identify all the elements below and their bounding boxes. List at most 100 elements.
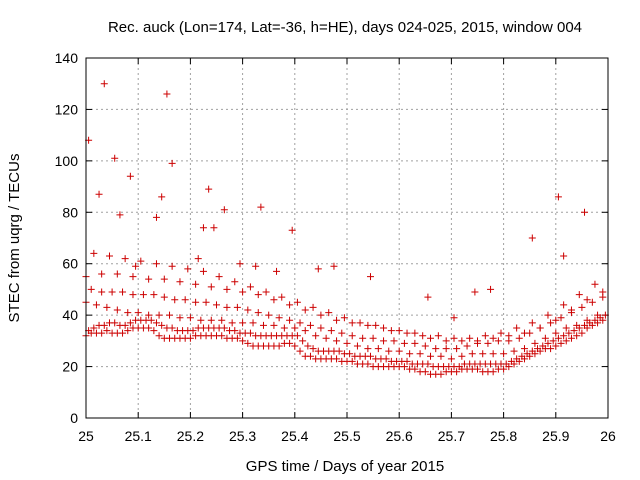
data-point xyxy=(103,327,111,335)
data-point xyxy=(343,339,351,347)
data-point xyxy=(507,357,515,365)
data-point xyxy=(500,350,508,358)
data-point xyxy=(273,267,281,275)
data-point xyxy=(259,321,267,329)
data-point xyxy=(220,324,228,332)
data-point xyxy=(293,332,301,340)
data-point xyxy=(145,311,153,319)
data-point xyxy=(163,90,171,98)
data-point xyxy=(471,288,479,296)
data-point xyxy=(306,321,314,329)
y-axis-ticks: 0 20 40 60 80 100 120 140 xyxy=(55,50,608,426)
data-point xyxy=(220,206,228,214)
data-point xyxy=(317,311,325,319)
data-point xyxy=(395,327,403,335)
data-point xyxy=(374,345,382,353)
data-point xyxy=(442,345,450,353)
data-point xyxy=(385,347,393,355)
data-point xyxy=(578,329,586,337)
data-point xyxy=(134,309,142,317)
data-point xyxy=(137,257,145,265)
data-point xyxy=(186,334,194,342)
data-point xyxy=(244,306,252,314)
data-point xyxy=(560,252,568,260)
data-point xyxy=(432,345,440,353)
data-point xyxy=(239,288,247,296)
data-point xyxy=(330,262,338,270)
data-point xyxy=(523,350,531,358)
data-point xyxy=(502,360,510,368)
data-point xyxy=(369,334,377,342)
data-point xyxy=(458,352,466,360)
data-point xyxy=(547,345,555,353)
data-point xyxy=(304,342,312,350)
data-point xyxy=(291,342,299,350)
data-point xyxy=(280,324,288,332)
x-tick-label: 25.2 xyxy=(177,428,204,444)
data-point xyxy=(184,265,192,273)
data-point xyxy=(554,334,562,342)
data-point xyxy=(536,324,544,332)
data-point xyxy=(489,368,497,376)
data-point xyxy=(348,319,356,327)
data-point xyxy=(314,265,322,273)
data-point xyxy=(494,337,502,345)
data-point xyxy=(166,311,174,319)
data-point xyxy=(489,350,497,358)
data-point xyxy=(312,332,320,340)
data-point xyxy=(121,255,129,263)
data-point xyxy=(382,355,390,363)
data-point xyxy=(416,350,424,358)
x-tick-label: 25.3 xyxy=(229,428,256,444)
data-point xyxy=(145,275,153,283)
data-point xyxy=(126,319,134,327)
data-point xyxy=(372,321,380,329)
data-point xyxy=(275,314,283,322)
y-tick-label: 100 xyxy=(55,153,79,169)
data-point xyxy=(348,357,356,365)
data-point xyxy=(591,316,599,324)
data-point xyxy=(150,291,158,299)
data-point xyxy=(333,316,341,324)
data-point xyxy=(231,278,239,286)
data-point xyxy=(176,278,184,286)
data-point xyxy=(239,319,247,327)
data-point xyxy=(549,337,557,345)
y-tick-label: 20 xyxy=(62,359,78,375)
data-point xyxy=(366,352,374,360)
data-point xyxy=(236,260,244,268)
data-point xyxy=(387,327,395,335)
data-point xyxy=(100,80,108,88)
data-point xyxy=(453,368,461,376)
data-point xyxy=(228,319,236,327)
data-point xyxy=(424,293,432,301)
data-point xyxy=(421,368,429,376)
data-point xyxy=(92,301,100,309)
data-point xyxy=(327,327,335,335)
data-point xyxy=(554,193,562,201)
data-point xyxy=(338,329,346,337)
data-point xyxy=(380,324,388,332)
data-point xyxy=(160,293,168,301)
data-point xyxy=(513,324,521,332)
data-point xyxy=(98,329,106,337)
data-point xyxy=(455,363,463,371)
data-point xyxy=(421,342,429,350)
data-point xyxy=(223,303,231,311)
data-point xyxy=(145,324,153,332)
data-point xyxy=(186,314,194,322)
data-point xyxy=(573,321,581,329)
data-point xyxy=(513,355,521,363)
data-point xyxy=(192,298,200,306)
data-point xyxy=(481,332,489,340)
x-tick-label: 25.9 xyxy=(542,428,569,444)
data-point xyxy=(544,339,552,347)
data-point xyxy=(578,303,586,311)
data-point xyxy=(505,332,513,340)
data-point xyxy=(218,332,226,340)
data-point xyxy=(406,350,414,358)
y-tick-label: 40 xyxy=(62,307,78,323)
x-axis-ticks: 25 25.1 25.2 25.3 25.4 25.5 25.6 25.7 25.8 25.9 26 xyxy=(78,58,616,444)
data-point xyxy=(520,329,528,337)
